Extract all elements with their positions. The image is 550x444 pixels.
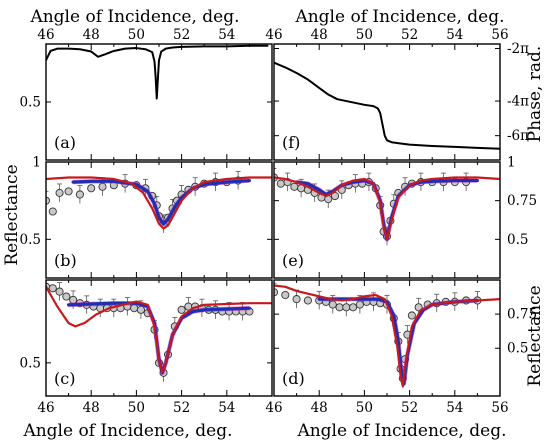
panel-e: 0.5 0.75 1 (e): [273, 155, 537, 279]
data-point-d: [328, 300, 337, 309]
data-point-d: [274, 288, 279, 297]
right-y-axis-title-reflectance: Reflectance: [525, 285, 545, 386]
panel-label-a: (a): [54, 133, 76, 152]
data-point-d: [342, 303, 351, 312]
y-tick-label-f: -2π: [507, 41, 529, 57]
x-tick-label-d: 54: [446, 400, 463, 416]
data-point-e: [276, 179, 285, 188]
data-point-d: [292, 295, 301, 304]
y-tick-label-f: -6π: [507, 128, 529, 144]
plot-area-a: [46, 44, 269, 100]
x-tick-label-a: 50: [128, 27, 145, 43]
x-tick-label-d: 50: [356, 400, 373, 416]
series-line-d-red: [274, 284, 500, 388]
right-y-axis-title-phase: Phase, rad.: [525, 46, 545, 143]
fit-halo-e: [296, 178, 478, 242]
data-point-d: [407, 311, 416, 320]
data-point-d: [303, 296, 312, 305]
y-tick-label-a: 0.5: [20, 95, 41, 111]
panel-label-d: (d): [282, 369, 305, 388]
plot-area-c: [46, 280, 272, 382]
series-line-f-black: [274, 61, 500, 150]
data-point-d: [335, 303, 344, 312]
y-tick-label-f: -4π: [507, 94, 529, 110]
series-line-b-red: [46, 176, 272, 230]
y-tick-label-b: 1: [32, 155, 41, 171]
y-tick-label-c: 0.5: [20, 355, 41, 371]
data-point-b: [64, 187, 73, 196]
y-tick-label-b: 0.5: [20, 232, 41, 248]
series-line-b-blue: [71, 178, 251, 226]
x-tick-label-d: 46: [265, 400, 282, 416]
data-point-d: [349, 303, 358, 312]
data-point-b: [87, 184, 96, 193]
data-point-b: [48, 207, 57, 216]
x-tick-label-d: 52: [401, 400, 418, 416]
data-point-c: [177, 305, 186, 314]
x-tick-label-c: 52: [173, 400, 190, 416]
panel-label-f: (f): [282, 133, 300, 152]
x-tick-label-f: 52: [401, 27, 418, 43]
x-tick-label-c: 50: [128, 400, 145, 416]
series-line-c-red: [46, 285, 272, 374]
series-line-a-black: [46, 44, 269, 100]
panel-frame-f: [273, 43, 501, 161]
data-point-c: [55, 287, 64, 296]
left-y-axis-title: Reflectance: [2, 164, 22, 265]
data-point-d: [281, 290, 290, 300]
plot-area-f: [274, 61, 500, 150]
data-point-d: [355, 300, 364, 309]
plot-area-e: [274, 168, 500, 246]
panel-label-e: (e): [282, 251, 304, 270]
top-x-axis-title-right: Angle of Incidence, deg.: [294, 7, 504, 27]
x-tick-label-f: 48: [311, 27, 328, 43]
panel-frame-c: [45, 279, 273, 397]
panel-d: 46 48 50 52 54 56 0.5 0.75 (d): [265, 279, 537, 416]
x-tick-label-f: 50: [356, 27, 373, 43]
x-tick-label-a: 48: [83, 27, 100, 43]
x-tick-label-a: 46: [37, 27, 54, 43]
panel-c: 46 48 50 52 54 0.5 (c): [20, 279, 273, 416]
y-tick-label-e: 0.75: [507, 193, 537, 209]
series-line-e-red: [274, 176, 500, 241]
data-point-c: [130, 304, 139, 313]
data-point-b: [55, 188, 64, 197]
x-tick-label-f: 56: [491, 27, 508, 43]
bottom-x-axis-title: Angle of Incidence, deg.: [22, 421, 232, 441]
x-tick-label-c: 48: [83, 400, 100, 416]
panels-group: 46 48 50 52 540.5(a)46 48 50 52 54 56-2π-4π-6π(f)…: [20, 27, 538, 416]
plot-area-b: [46, 171, 272, 233]
panel-a: 46 48 50 52 54 0.5 (a): [20, 27, 273, 161]
data-point-c: [62, 292, 71, 301]
bottom-x-axis-title-right: Angle of Incidence, deg.: [296, 421, 506, 441]
data-point-b: [75, 190, 84, 199]
panel-b: 0.5 1 (b): [20, 155, 273, 279]
x-tick-label-d: 48: [311, 400, 328, 416]
y-tick-label-d: 0.75: [507, 307, 537, 323]
plot-area-d: [274, 282, 500, 388]
x-tick-label-f: 46: [265, 27, 282, 43]
y-tick-label-e: 0.5: [507, 232, 528, 248]
top-x-axis-title: Angle of Incidence, deg.: [29, 7, 239, 27]
x-tick-label-c: 54: [218, 400, 235, 416]
panel-label-c: (c): [54, 369, 75, 388]
x-tick-label-f: 54: [446, 27, 463, 43]
panel-f: 46 48 50 52 54 56-2π -4π -6π (f): [265, 27, 529, 161]
data-point-c: [48, 284, 57, 293]
data-point-b: [98, 182, 107, 191]
y-tick-label-d: 0.5: [507, 341, 528, 357]
x-tick-label-a: 54: [218, 27, 235, 43]
x-tick-label-c: 46: [37, 400, 54, 416]
x-tick-label-d: 56: [491, 400, 508, 416]
x-tick-label-a: 52: [173, 27, 190, 43]
panel-label-b: (b): [54, 251, 77, 270]
y-tick-label-e: 1: [507, 155, 516, 171]
